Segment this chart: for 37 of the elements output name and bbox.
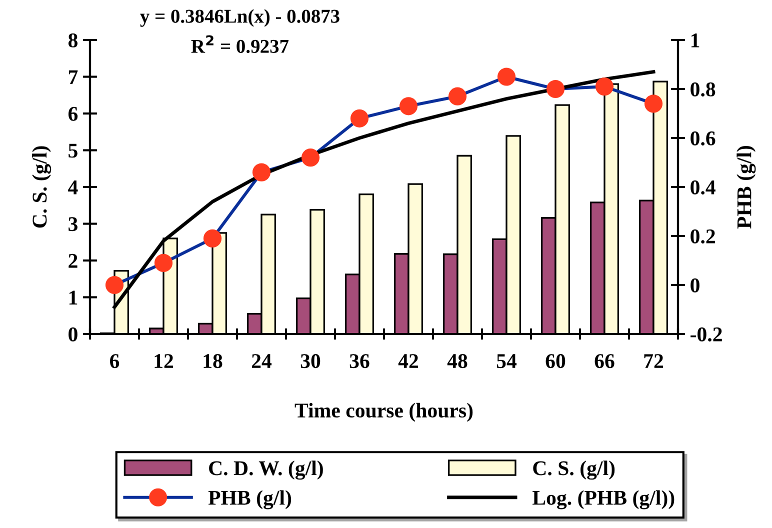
x-tick-label: 54 <box>496 354 517 368</box>
legend-label: C. S. (g/l) <box>533 460 615 480</box>
y2-tick-label: 0.4 <box>690 180 716 195</box>
x-tick-label: 24 <box>252 354 272 368</box>
y2-tick-label: 0.6 <box>690 131 716 146</box>
legend-label: PHB (g/l) <box>208 490 292 510</box>
legend-label: Log. (PHB (g/l)) <box>532 490 674 510</box>
x-tick-label: 30 <box>300 354 320 368</box>
y-tick-label: 1 <box>69 290 78 304</box>
y-tick-label: 4 <box>68 180 78 194</box>
x-tick-label: 18 <box>204 354 222 368</box>
y2-axis-title: PHB (g/l) <box>736 146 756 229</box>
y-tick-label: 5 <box>68 144 78 158</box>
y2-tick-label: -0.2 <box>690 327 722 342</box>
y2-tick-label: 0.2 <box>690 229 715 244</box>
y2-tick-label: 0.8 <box>690 82 716 97</box>
x-tick-label: 66 <box>594 354 614 368</box>
y2-tick-label: 0 <box>690 278 700 292</box>
y-tick-label: 7 <box>68 70 78 84</box>
text: y = 0.3846Ln(x) - 0.0873 <box>140 9 340 27</box>
y-axis-title: C. S. (g/l) <box>32 146 52 228</box>
x-tick-label: 6 <box>110 354 120 368</box>
y-tick-label: 6 <box>68 106 78 121</box>
y-tick-label: 2 <box>68 254 78 268</box>
x-tick-label: 12 <box>154 354 174 368</box>
legend-label: C. D. W. (g/l) <box>209 460 323 480</box>
y-tick-label: 8 <box>68 33 78 48</box>
y2-tick-label: 1 <box>691 33 700 48</box>
x-tick-label: 48 <box>447 354 468 368</box>
x-tick-label: 36 <box>350 354 370 368</box>
x-tick-label: 72 <box>644 354 664 368</box>
annotation: R$^{2}$ = 0.9237 <box>191 35 289 54</box>
y-tick-label: 3 <box>68 217 78 232</box>
x-tick-label: 60 <box>546 354 566 368</box>
x-axis-title: Time course (hours) <box>294 402 473 422</box>
y-tick-label: 0 <box>68 327 78 342</box>
x-tick-label: 42 <box>398 354 418 368</box>
